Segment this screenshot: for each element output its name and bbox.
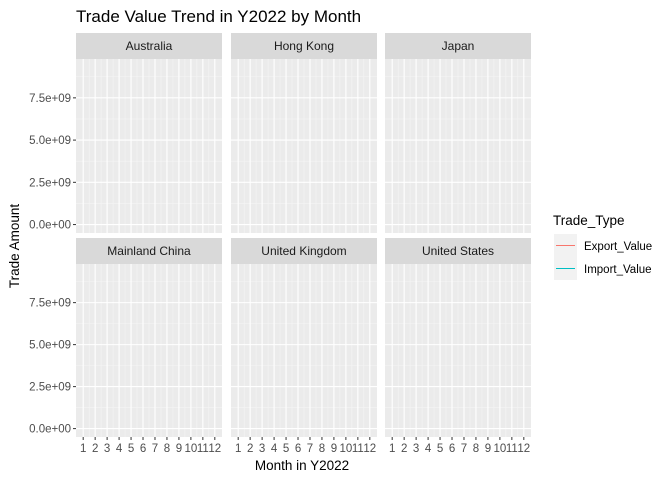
legend-label: Export_Value [584,241,652,253]
x-tick-label: 3 [413,443,419,455]
x-tick-label: 9 [176,443,182,455]
y-tick-label: 2.5e+09 [29,177,71,189]
legend: Trade_Type Export_Value Import_Value [553,213,652,280]
x-tick-label: 2 [401,443,407,455]
facet-strip [385,33,531,59]
facet-strip-label: Hong Kong [274,39,334,53]
x-tick-label: 6 [140,443,146,455]
x-tick-label: 1 [80,443,86,455]
y-tick-label: 5.0e+09 [29,340,71,352]
x-tick-label: 9 [485,443,491,455]
x-tick-label: 2 [92,443,98,455]
x-tick-label: 5 [283,443,289,455]
facet-strip [76,33,222,59]
x-tick-label: 12 [517,443,530,455]
x-tick-label: 11 [352,443,364,455]
x-tick-label: 10 [184,443,197,455]
x-tick-label: 8 [164,443,170,455]
facet-strip-label: Mainland China [107,244,191,258]
x-tick-label: 2 [247,443,253,455]
x-tick-label: 4 [271,443,278,455]
facet-panel-japan: Japan [385,33,531,233]
x-tick-label: 5 [128,443,134,455]
y-tick-label: 0.0e+00 [29,220,71,232]
facet-strip-label: United Kingdom [261,244,346,258]
x-tick-label: 6 [295,443,301,455]
facet-panel-united-kingdom: United Kingdom [231,238,377,437]
x-tick-label: 11 [197,443,209,455]
legend-title: Trade_Type [553,213,625,228]
facet-strip-label: Australia [126,39,173,53]
x-tick-label: 1 [235,443,241,455]
y-axes: 0.0e+00 2.5e+09 5.0e+09 7.5e+09 0.0e+00 2.5e+… [29,93,76,436]
y-tick-label: 7.5e+09 [29,93,71,105]
y-tick-label: 7.5e+09 [29,298,71,310]
x-tick-label: 10 [339,443,352,455]
x-tick-label: 7 [152,443,158,455]
y-tick-label: 5.0e+09 [29,135,71,147]
facet-panel-united-states: United States [385,238,531,437]
x-axes: 1 2 3 4 5 6 7 8 9 10 11 12 1 2 3 4 5 6 7 8 9 10 11 12 1 2 3 4 5 6 7 8 9 1… [80,437,530,455]
x-tick-label: 7 [307,443,313,455]
y-tick-label: 0.0e+00 [29,424,71,436]
legend-key-export-value: Export_Value [554,234,652,257]
x-tick-label: 3 [259,443,265,455]
facet-strip [76,238,222,264]
facet-strip-label: Japan [442,39,475,53]
x-tick-label: 4 [116,443,123,455]
x-tick-label: 8 [319,443,325,455]
facet-panel-australia: Australia [76,33,222,233]
x-tick-label: 8 [473,443,479,455]
facet-strip [231,238,377,264]
y-axis-title: Trade Amount [7,204,22,289]
x-tick-label: 3 [104,443,110,455]
x-tick-label: 1 [389,443,395,455]
facet-panel-hong-kong: Hong Kong [231,33,377,233]
x-tick-label: 10 [493,443,506,455]
x-tick-label: 4 [425,443,432,455]
chart-title: Trade Value Trend in Y2022 by Month [76,7,361,26]
facet-panels: Australia Hong Kong Japan Mainland China Uni… [76,33,531,437]
facet-strip [231,33,377,59]
y-tick-label: 2.5e+09 [29,382,71,394]
x-axis-title: Month in Y2022 [255,458,349,473]
facet-strip-label: United States [422,244,494,258]
facet-panel-mainland-china: Mainland China [76,238,222,437]
x-tick-label: 9 [331,443,337,455]
legend-label: Import_Value [584,264,652,276]
x-tick-label: 12 [208,443,221,455]
x-tick-label: 6 [449,443,455,455]
legend-key-import-value: Import_Value [554,257,652,280]
facet-strip [385,238,531,264]
x-tick-label: 11 [506,443,518,455]
x-tick-label: 7 [461,443,467,455]
x-tick-label: 12 [363,443,376,455]
x-tick-label: 5 [437,443,443,455]
